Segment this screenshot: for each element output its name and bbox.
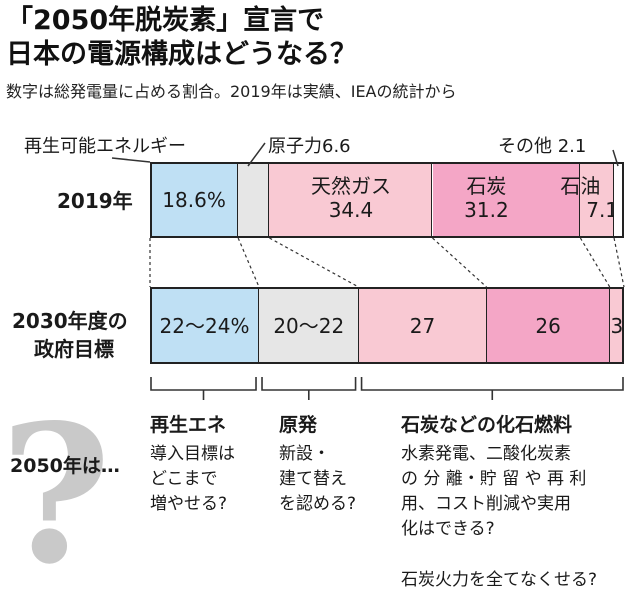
bar-segment-label: 天然ガス 34.4 xyxy=(269,174,432,222)
future-nuclear-line: 建て替え xyxy=(279,469,347,489)
bar-segment-label: 石油 7.1 xyxy=(558,174,632,222)
callout-other-label: その他 xyxy=(498,136,552,157)
bar-segment-value: 7.1 xyxy=(586,198,619,222)
future-renewable-line: 導入目標は xyxy=(150,444,235,464)
connector-dashed-line xyxy=(579,237,611,288)
callout-nuclear: 原子力6.6 xyxy=(268,132,351,158)
title-line-1: 「2050年脱炭素」宣言で xyxy=(6,5,325,36)
bar-segment xyxy=(432,162,581,238)
bar-segment xyxy=(358,287,487,364)
future-fossil-line: 化はできる? xyxy=(401,519,495,539)
title-line-2: 日本の電源構成はどうなる？ xyxy=(6,39,357,70)
bar-segment xyxy=(150,287,260,364)
future-nuclear-line: 新設・ xyxy=(279,444,330,464)
bar-segment-label: 18.6% xyxy=(162,188,226,212)
bar-segment-name: 天然ガス xyxy=(310,174,391,198)
bracket-renewable xyxy=(150,377,257,400)
row-label-2030-line2: 政府目標 xyxy=(34,337,114,361)
callout-leader-line xyxy=(247,142,266,167)
future-fossil-line: の 分 離・貯 留 や 再 利 xyxy=(401,469,587,489)
callout-other: その他 2.1 xyxy=(498,132,586,158)
row-label-2050: 2050年は… xyxy=(10,455,120,477)
subtitle: 数字は総発電量に占める割合。2019年は実績、IEAの統計から xyxy=(6,82,457,101)
bar-segment-label: 20〜22 xyxy=(273,313,345,338)
bar-segment xyxy=(150,162,239,238)
bar-segment xyxy=(614,162,624,238)
future-fossil-body: 水素発電、二酸化炭素 の 分 離・貯 留 や 再 利 用、コスト削減や実用 化は… xyxy=(401,442,586,542)
bar-segment xyxy=(259,287,359,364)
callout-leader-line xyxy=(111,157,151,163)
future-fossil-extra: 石炭火力を全てなくせる? xyxy=(401,570,598,590)
future-nuclear-body: 新設・ 建て替え を認める? xyxy=(279,442,356,517)
bar-segment xyxy=(486,287,610,364)
future-renewable-body: 導入目標は どこまで 増やせる? xyxy=(150,442,235,517)
future-renewable-line: どこまで xyxy=(150,469,218,489)
bar-segment xyxy=(238,162,270,238)
future-fossil-line: 用、コスト削減や実用 xyxy=(401,494,571,514)
bracket-fossil xyxy=(360,377,624,400)
future-fossil-line: 水素発電、二酸化炭素 xyxy=(401,444,571,464)
callout-leader-line xyxy=(612,149,619,167)
callout-nuclear-value: 6.6 xyxy=(322,136,351,157)
connector-dashed-line xyxy=(613,237,625,288)
callout-other-value: 2.1 xyxy=(557,136,587,157)
bar-segment-label: 石炭 31.2 xyxy=(433,174,541,222)
bar-segment-value: 34.4 xyxy=(328,198,374,222)
connector-dashed-line xyxy=(237,237,260,288)
bracket-nuclear xyxy=(261,377,357,400)
bar-segment-name: 石炭 xyxy=(466,174,507,198)
bar-segment xyxy=(609,287,624,364)
callout-nuclear-label: 原子力 xyxy=(268,136,322,157)
future-renewable-head: 再生エネ xyxy=(150,414,227,436)
bar-segment-value: 31.2 xyxy=(464,198,509,222)
bar-segment-label: 27 xyxy=(409,313,436,338)
bar-segment-name: 石油 xyxy=(560,174,601,198)
bar-outline xyxy=(150,287,624,364)
bar-segment xyxy=(269,162,433,238)
bar-segment-label: 3 xyxy=(610,313,624,338)
callout-renewable: 再生可能エネルギー xyxy=(24,136,186,157)
bar-segment-label: 22〜24% xyxy=(159,313,250,338)
bar-segment xyxy=(580,162,615,238)
row-label-2030-line1: 2030年度の xyxy=(12,309,128,333)
question-mark-icon: ? xyxy=(0,383,112,606)
connector-dashed-line xyxy=(432,237,487,288)
future-renewable-line: 増やせる? xyxy=(150,494,228,514)
future-nuclear-head: 原発 xyxy=(279,414,318,436)
bar-segment-label: 26 xyxy=(535,313,561,338)
future-fossil-head: 石炭などの化石燃料 xyxy=(401,414,573,436)
row-label-2019: 2019年 xyxy=(57,189,133,213)
bar-outline xyxy=(150,162,624,238)
future-nuclear-line: を認める? xyxy=(279,494,357,514)
connector-dashed-line xyxy=(269,237,359,288)
